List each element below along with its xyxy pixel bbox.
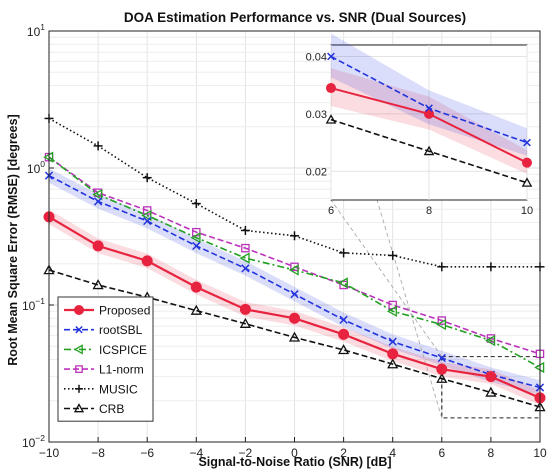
data-point-square: [241, 243, 250, 253]
x-tick-label: 2: [340, 446, 347, 460]
data-point-circle: [289, 312, 300, 324]
data-point-triangle-up: [190, 304, 202, 315]
inset-band-proposed: [331, 68, 527, 174]
x-tick-label: 4: [389, 446, 396, 460]
data-point-plus: [75, 384, 83, 393]
data-point-triangle-up: [73, 403, 85, 413]
data-point-plus: [142, 173, 152, 183]
data-point-x: [425, 104, 433, 113]
legend-label: ICSPICE: [99, 343, 147, 357]
data-point-circle: [326, 83, 336, 94]
y-axis-label: Root Mean Square Error (RMSE) [degrees]: [6, 114, 20, 365]
data-point-plus: [93, 141, 103, 151]
inset-y-tick-label: 0.02: [306, 166, 327, 178]
x-tick-label: −10: [39, 446, 60, 460]
data-point-circle: [522, 157, 532, 168]
chart-title: DOA Estimation Performance vs. SNR (Dual…: [124, 10, 466, 25]
data-point-triangle-up: [239, 317, 252, 328]
data-point-x: [93, 197, 103, 206]
data-point-triangle-up: [387, 358, 399, 369]
data-point-x: [523, 138, 531, 147]
data-point-triangle-up: [337, 344, 350, 355]
data-point-triangle-left: [190, 232, 201, 244]
inset-x-tick-label: 8: [426, 205, 432, 217]
x-tick-label: 0: [291, 446, 298, 460]
data-point-x: [143, 216, 152, 226]
inset-x-tick-label: 6: [328, 205, 334, 217]
legend: Proposed rootSBL ICSPICE L1-norm MUSIC CRB: [57, 296, 154, 422]
x-axis-label: Signal-to-Noise Ratio (SNR) [dB]: [198, 455, 391, 469]
main-series-markers: [43, 113, 546, 412]
data-point-triangle-left: [337, 277, 348, 289]
data-point-triangle-up: [485, 386, 497, 397]
data-point-triangle-left: [435, 318, 447, 331]
data-point-x: [388, 337, 397, 346]
data-point-plus: [437, 262, 447, 272]
data-point-x: [290, 290, 299, 299]
data-point-circle: [141, 255, 153, 267]
data-point-plus: [339, 248, 349, 258]
data-point-triangle-up: [288, 331, 301, 342]
data-point-circle: [424, 108, 434, 119]
legend-label: MUSIC: [99, 382, 138, 396]
data-point-circle: [387, 348, 399, 360]
data-point-triangle-left: [73, 344, 83, 355]
data-point-x: [241, 264, 250, 273]
data-point-triangle-left: [485, 334, 496, 347]
data-point-x: [75, 325, 83, 334]
data-point-circle: [338, 328, 350, 340]
inset-y-tick-label: 0.03: [306, 109, 327, 121]
x-axis-ticks: −10 −8 −6 −4 −2 0 2 4 6 8 10: [39, 437, 547, 460]
legend-label: CRB: [99, 402, 124, 416]
series-line-crb: [48, 269, 541, 408]
data-point-triangle-left: [92, 188, 103, 201]
x-tick-label: 8: [488, 446, 495, 460]
x-tick-label: 10: [533, 446, 547, 460]
data-point-triangle-left: [386, 305, 397, 317]
data-point-circle: [239, 303, 251, 315]
data-point-circle: [436, 363, 448, 375]
data-point-triangle-left: [288, 264, 299, 276]
data-point-plus: [290, 231, 299, 241]
zoom-inset: 6 8 10 0.02 0.03 0.04: [306, 33, 533, 217]
zoom-guide-line: [330, 199, 443, 357]
data-point-triangle-left: [239, 252, 250, 264]
data-point-plus: [240, 225, 250, 235]
data-point-circle: [92, 240, 104, 252]
data-point-plus: [388, 250, 398, 260]
data-point-x: [192, 241, 201, 251]
data-point-triangle-up: [521, 177, 533, 187]
inset-y-tick-label: 0.04: [306, 51, 327, 63]
data-point-square: [75, 365, 83, 373]
data-point-x: [339, 315, 348, 324]
legend-label: Proposed: [99, 304, 150, 318]
data-point-plus: [191, 199, 201, 209]
data-point-triangle-up: [436, 372, 448, 383]
data-point-triangle-up: [423, 145, 435, 156]
inset-x-tick-label: 10: [521, 205, 533, 217]
x-tick-label: −2: [239, 446, 253, 460]
data-point-circle: [485, 371, 497, 383]
data-point-circle: [190, 281, 202, 293]
data-point-plus: [486, 262, 496, 272]
x-tick-label: −6: [140, 446, 154, 460]
data-point-triangle-left: [141, 209, 152, 222]
data-point-x: [327, 52, 335, 61]
legend-label: rootSBL: [99, 323, 143, 337]
data-point-triangle-up: [92, 279, 104, 290]
x-tick-label: 6: [438, 446, 445, 460]
data-point-x: [437, 353, 446, 363]
legend-label: L1-norm: [99, 363, 144, 377]
data-point-triangle-up: [325, 114, 337, 124]
data-point-circle: [74, 305, 84, 315]
x-tick-label: −8: [91, 446, 105, 460]
x-tick-label: −4: [189, 446, 203, 460]
legend-box: [57, 296, 154, 422]
inset-line-crb: [330, 118, 528, 184]
confidence-band-proposed: [49, 209, 540, 406]
